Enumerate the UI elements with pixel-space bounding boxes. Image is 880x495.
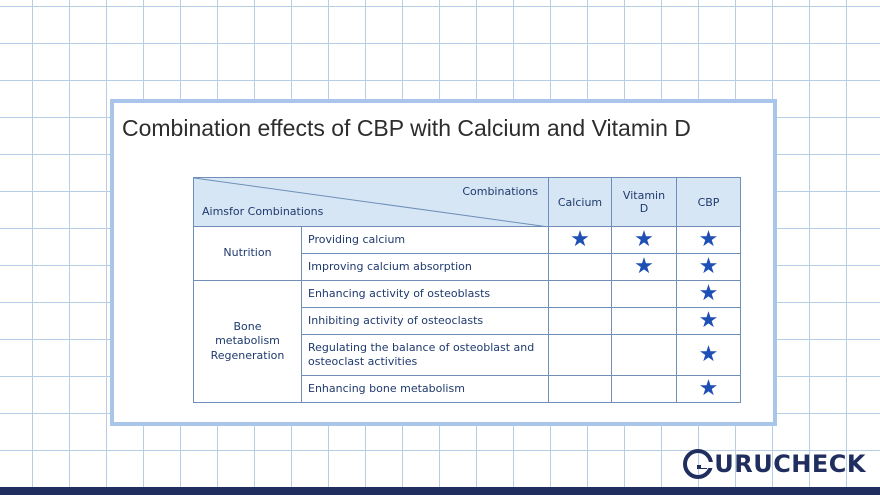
vitamin-d-cell — [611, 334, 677, 376]
bottom-bar — [0, 487, 880, 495]
vitamin-d-cell: ★ — [611, 253, 677, 281]
logo-text: URUCHECK — [714, 450, 866, 478]
cbp-cell: ★ — [676, 307, 741, 335]
effect-cell: Enhancing bone metabolism — [301, 375, 549, 403]
slide-card: Combination effects of CBP with Calcium … — [110, 99, 777, 426]
gurucheck-logo[interactable]: URUCHECK — [683, 446, 866, 482]
star-icon: ★ — [698, 308, 719, 333]
effect-cell: Regulating the balance of osteoblast and… — [301, 334, 549, 376]
effect-cell: Improving calcium absorption — [301, 253, 549, 281]
slide-title: Combination effects of CBP with Calcium … — [122, 115, 691, 141]
calcium-cell — [548, 334, 612, 376]
star-icon: ★ — [634, 254, 654, 279]
column-header-vitamin-d: Vitamin D — [611, 177, 677, 227]
calcium-cell — [548, 253, 612, 281]
aims-label: Aimsfor Combinations — [202, 205, 324, 218]
star-icon: ★ — [698, 281, 719, 306]
combinations-label: Combinations — [462, 185, 538, 198]
calcium-cell — [548, 307, 612, 335]
combination-table: Combinations Aimsfor Combinations Calciu… — [193, 177, 741, 403]
calcium-cell — [548, 280, 612, 308]
table-header-row: Combinations Aimsfor Combinations Calciu… — [193, 177, 741, 227]
cbp-cell: ★ — [676, 334, 741, 376]
calcium-cell — [548, 375, 612, 403]
column-header-cbp: CBP — [676, 177, 741, 227]
vitamin-d-cell: ★ — [611, 226, 677, 254]
star-icon: ★ — [698, 227, 719, 252]
cbp-cell: ★ — [676, 253, 741, 281]
star-icon: ★ — [698, 342, 719, 367]
aim-bone-metabolism: Bone metabolism Regeneration — [193, 280, 302, 403]
effect-cell: Providing calcium — [301, 226, 549, 254]
g-logo-icon — [683, 449, 714, 479]
star-icon: ★ — [634, 227, 654, 252]
cbp-cell: ★ — [676, 226, 741, 254]
calcium-cell: ★ — [548, 226, 612, 254]
star-icon: ★ — [570, 227, 590, 252]
table-row: Bone metabolism Regeneration Enhancing a… — [193, 280, 741, 403]
effect-cell: Inhibiting activity of osteoclasts — [301, 307, 549, 335]
table-row: Nutrition Providing calcium ★ ★ ★ — [193, 226, 741, 281]
effect-cell: Enhancing activity of osteoblasts — [301, 280, 549, 308]
star-icon: ★ — [698, 254, 719, 279]
table-row: Improving calcium absorption ★ ★ — [194, 253, 741, 281]
vitamin-d-cell — [611, 307, 677, 335]
vitamin-d-cell — [611, 375, 677, 403]
column-header-calcium: Calcium — [548, 177, 612, 227]
table-row: Enhancing bone metabolism ★ — [194, 375, 741, 403]
cbp-cell: ★ — [676, 280, 741, 308]
star-icon: ★ — [698, 376, 719, 401]
cbp-cell: ★ — [676, 375, 741, 403]
vitamin-d-cell — [611, 280, 677, 308]
diagonal-header-cell: Combinations Aimsfor Combinations — [193, 177, 549, 227]
aim-nutrition: Nutrition — [193, 226, 302, 281]
diagonal-divider — [194, 178, 549, 227]
